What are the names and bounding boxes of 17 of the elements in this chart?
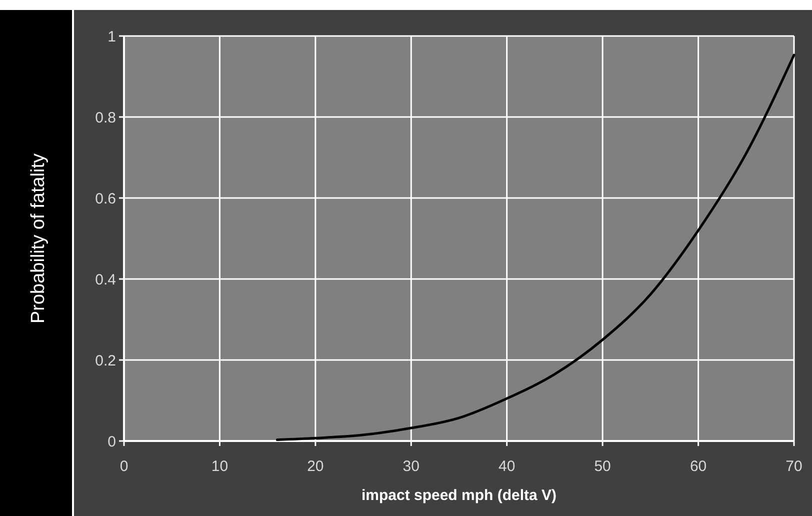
x-tick-label: 60	[690, 458, 707, 475]
y-tick-label: 0.4	[95, 271, 116, 288]
y-tick-label: 0.2	[95, 352, 116, 370]
y-tick-label: 1	[108, 28, 116, 46]
y-tick-label: 0	[108, 433, 116, 450]
y-axis-title: Probability of fatality	[28, 152, 49, 324]
line-series	[276, 54, 796, 442]
x-axis-title: impact speed mph (delta V)	[361, 487, 557, 504]
y-tick-label: 0.6	[95, 190, 116, 208]
y-tick-label: 0.8	[95, 109, 116, 126]
x-tick-label: 50	[594, 458, 611, 475]
x-tick-label: 40	[498, 458, 516, 475]
x-tick-label: 20	[307, 458, 324, 475]
x-tick-label: 30	[402, 458, 420, 475]
x-tick-label: 10	[211, 458, 228, 475]
x-tick-label: 0	[120, 458, 128, 475]
x-tick-label: 70	[786, 458, 802, 475]
